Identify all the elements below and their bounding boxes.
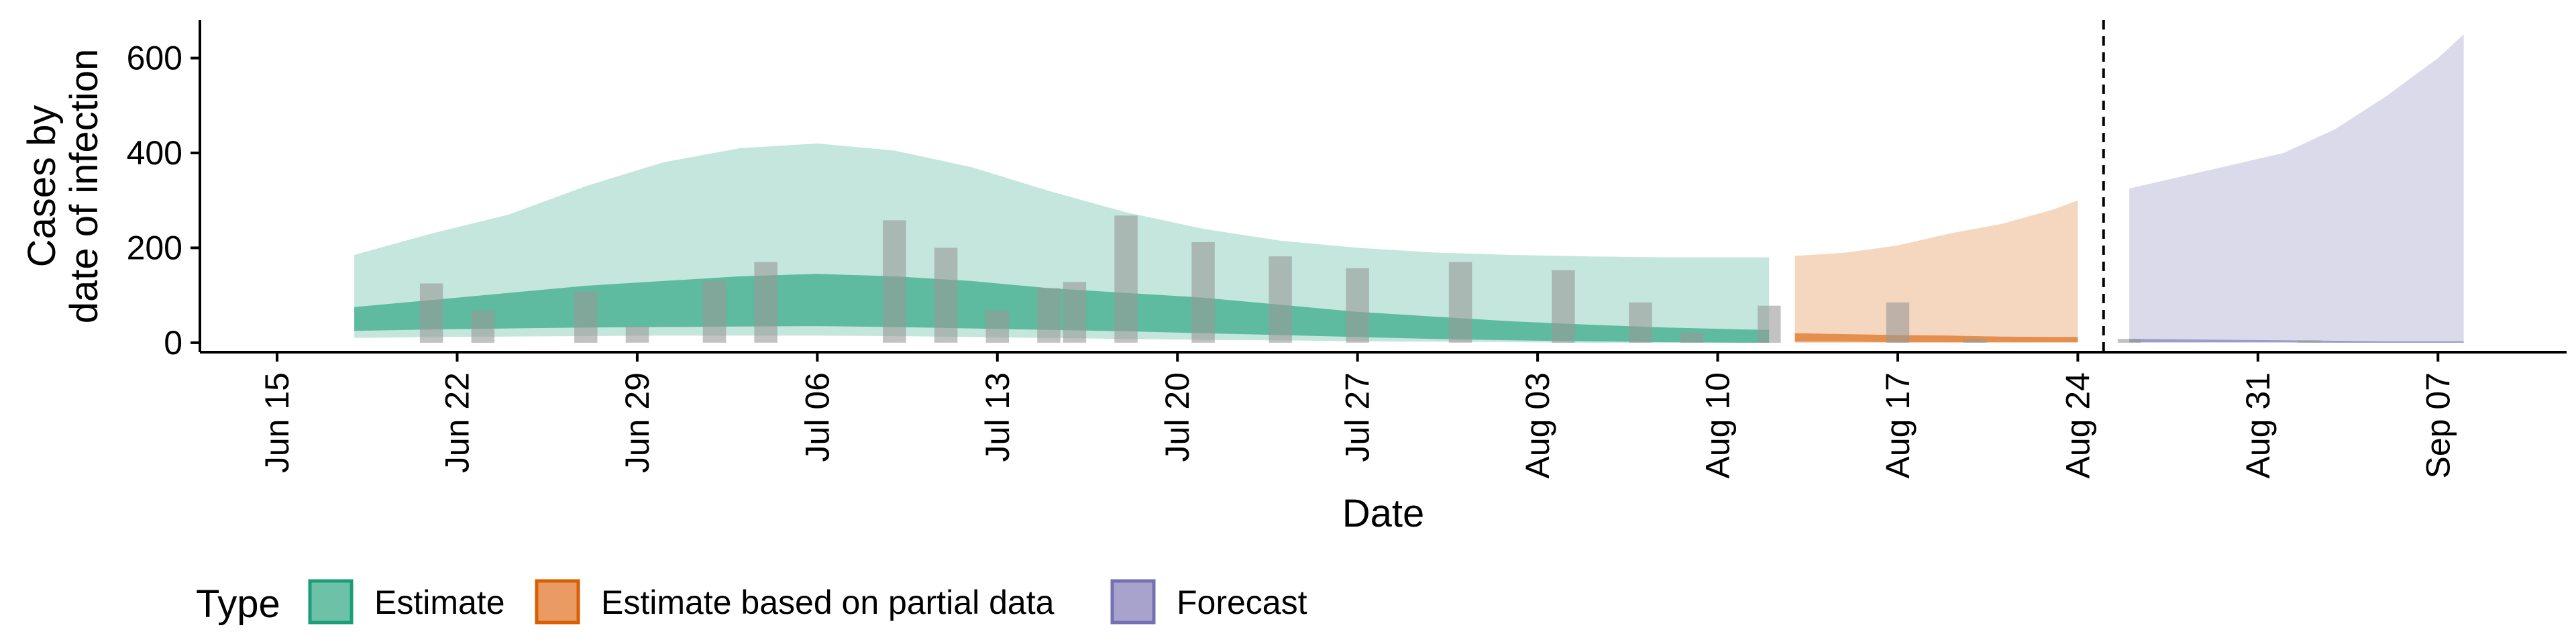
- x-tick-label: Aug 10: [1699, 372, 1737, 478]
- x-tick-label: Jul 13: [979, 372, 1016, 462]
- y-tick-label: 0: [164, 324, 182, 362]
- partial-data-inner-band: [1794, 333, 2078, 343]
- y-tick-label: 200: [127, 229, 182, 266]
- x-tick-label: Jun 29: [619, 372, 656, 473]
- observed-case-bar: [754, 262, 777, 343]
- x-tick-label: Aug 17: [1879, 372, 1917, 478]
- observed-case-bar: [1448, 262, 1472, 343]
- axes-layer: 0 200 400 600 Jun 15 Jun 22 Jun 29 Jul 06 Jul 13…: [127, 20, 2567, 478]
- observed-case-bar: [1269, 256, 1292, 343]
- y-tick-label: 400: [127, 134, 182, 172]
- x-tick-label: Jul 06: [798, 372, 836, 462]
- observed-case-bar: [1758, 305, 1781, 343]
- x-tick-label: Jun 15: [258, 372, 296, 473]
- observed-case-bar: [1552, 270, 1575, 343]
- forecast-outer-band: [2129, 34, 2464, 343]
- observed-case-bar: [1680, 332, 1704, 343]
- legend-title: Type: [196, 582, 280, 626]
- y-axis-title-line-2: date of infection: [62, 49, 106, 324]
- x-axis-title: Date: [1342, 492, 1425, 535]
- observed-case-bar: [1114, 215, 1138, 343]
- observed-case-bar: [702, 280, 727, 343]
- observed-case-bar: [1963, 339, 1987, 343]
- observed-case-bar: [625, 326, 649, 343]
- y-tick-label: 600: [127, 40, 182, 77]
- y-axis-title-line-1: Cases by: [20, 105, 64, 268]
- forecast-inner-band: [2129, 339, 2464, 343]
- x-tick-label: Jul 20: [1159, 372, 1196, 462]
- observed-case-bar: [985, 310, 1009, 343]
- x-tick-label: Jun 22: [438, 372, 476, 473]
- observed-case-bar: [2298, 340, 2321, 343]
- observed-bars-layer: [419, 215, 2321, 343]
- observed-case-bar: [883, 220, 906, 343]
- observed-case-bar: [1629, 302, 1652, 343]
- x-tick-label: Jul 27: [1339, 372, 1377, 462]
- observed-case-bar: [1191, 241, 1215, 343]
- estimate-legend-key: [308, 579, 354, 625]
- observed-case-bar: [1346, 268, 1369, 343]
- partial-data-outer-band: [1794, 200, 2078, 343]
- observed-case-bar: [1063, 282, 1087, 343]
- x-tick-label: Aug 03: [1519, 372, 1556, 478]
- observed-case-bar: [1886, 302, 1910, 343]
- x-tick-label: Aug 24: [2059, 372, 2096, 478]
- partial-data-legend-label: Estimate based on partial data: [601, 584, 1055, 621]
- observed-case-bar: [471, 310, 495, 343]
- x-tick-label: Aug 31: [2239, 372, 2277, 478]
- x-tick-label: Sep 07: [2419, 372, 2457, 478]
- forecast-legend-label: Forecast: [1177, 584, 1307, 621]
- estimate-legend-label: Estimate: [374, 584, 505, 621]
- observed-case-bar: [574, 291, 598, 343]
- observed-case-bar: [419, 283, 443, 343]
- observed-case-bar: [1037, 288, 1061, 343]
- forecast-legend-key: [1110, 579, 1156, 625]
- legend: Type Estimate Estimate based on partial d…: [196, 579, 1307, 626]
- observed-case-bar: [934, 248, 958, 343]
- partial-data-legend-key: [535, 579, 580, 625]
- ribbon-layer: [354, 34, 2464, 343]
- observed-case-bar: [2117, 339, 2141, 343]
